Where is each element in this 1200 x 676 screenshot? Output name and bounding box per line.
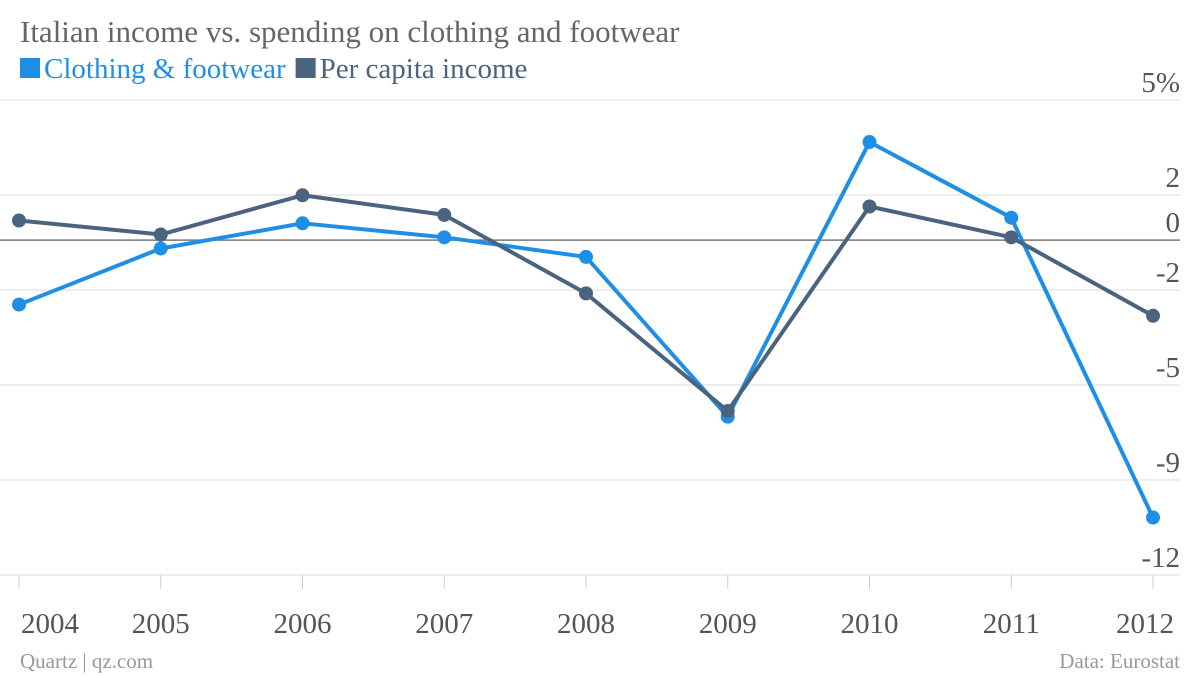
point bbox=[862, 135, 877, 150]
legend-label: Clothing & footwear bbox=[44, 53, 286, 85]
legend-swatch bbox=[295, 58, 316, 78]
point bbox=[1146, 510, 1160, 525]
point bbox=[295, 216, 310, 231]
x-tick-label: 2006 bbox=[274, 608, 332, 640]
point bbox=[437, 207, 452, 222]
y-tick-label: 2 bbox=[1166, 162, 1181, 194]
point bbox=[295, 188, 310, 203]
x-tick-label: 2005 bbox=[132, 608, 190, 640]
point bbox=[437, 230, 452, 245]
y-tick-label: -5 bbox=[1156, 352, 1180, 384]
point bbox=[12, 297, 26, 312]
x-tick-label: 2011 bbox=[983, 608, 1040, 640]
source-left: Quartz | qz.com bbox=[20, 649, 153, 673]
series-line bbox=[18, 193, 1154, 414]
y-tick-label: 5% bbox=[1141, 67, 1180, 99]
y-tick-label: -2 bbox=[1156, 257, 1180, 289]
point bbox=[1004, 210, 1019, 225]
point bbox=[12, 213, 26, 228]
x-tick-label: 2008 bbox=[557, 608, 615, 640]
point bbox=[153, 241, 168, 256]
point bbox=[1146, 308, 1160, 323]
x-tick-label: 2009 bbox=[699, 608, 757, 640]
legend-swatch bbox=[20, 58, 40, 78]
point bbox=[720, 404, 735, 419]
chart-title: Italian income vs. spending on clothing … bbox=[20, 14, 680, 49]
point bbox=[579, 249, 593, 264]
x-tick-label: 2004 bbox=[21, 608, 80, 640]
y-tick-label: 0 bbox=[1166, 207, 1181, 239]
y-tick-label: -9 bbox=[1156, 447, 1180, 479]
source-right: Data: Eurostat bbox=[1059, 649, 1180, 673]
point bbox=[153, 227, 168, 242]
point bbox=[1004, 230, 1019, 245]
point bbox=[579, 286, 593, 301]
legend-label: Per capita income bbox=[320, 53, 528, 85]
x-tick-label: 2010 bbox=[841, 608, 899, 640]
point bbox=[862, 199, 877, 214]
series-line bbox=[18, 140, 1155, 519]
x-tick-label: 2012 bbox=[1116, 608, 1174, 640]
y-tick-label: -12 bbox=[1141, 542, 1180, 574]
x-tick-label: 2007 bbox=[415, 608, 473, 640]
